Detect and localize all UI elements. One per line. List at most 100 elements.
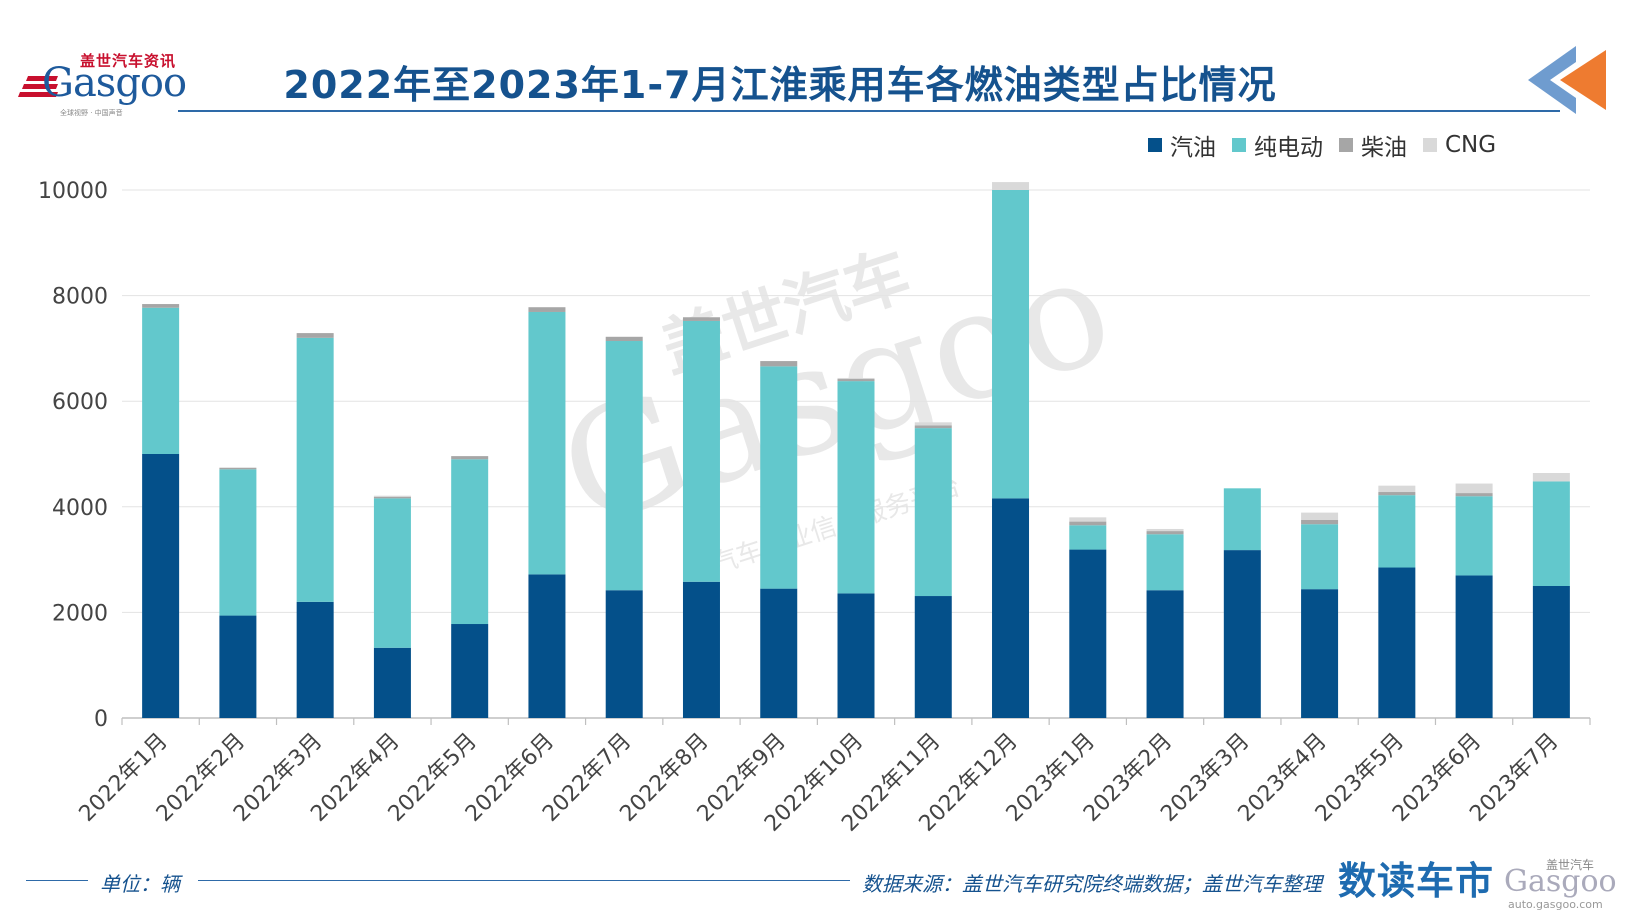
unit-label: 单位：辆 bbox=[100, 872, 180, 896]
bar-segment-汽油 bbox=[451, 624, 489, 718]
bar-segment-纯电动 bbox=[451, 459, 489, 625]
y-tick-label: 10000 bbox=[38, 179, 108, 204]
legend-label-bev: 纯电动 bbox=[1254, 135, 1323, 161]
gasgoo-small-logo: 盖世汽车 Gasgoo auto.gasgoo.com bbox=[1504, 856, 1624, 911]
bar-segment-纯电动 bbox=[1532, 481, 1570, 586]
small-logo-cn: 盖世汽车 bbox=[1546, 858, 1595, 872]
bar-segment-汽油 bbox=[1146, 590, 1184, 718]
legend-label-diesel: 柴油 bbox=[1361, 135, 1407, 161]
brand-title: 数读车市 bbox=[1338, 859, 1495, 903]
arrow-decoration-icon bbox=[1528, 46, 1606, 114]
bar-segment-纯电动 bbox=[1146, 534, 1184, 591]
bar-segment-汽油 bbox=[760, 588, 798, 718]
bar-segment-汽油 bbox=[1455, 575, 1493, 718]
y-tick-label: 2000 bbox=[52, 601, 108, 626]
legend-label-gasoline: 汽油 bbox=[1170, 135, 1216, 161]
legend-label-cng: CNG bbox=[1445, 132, 1497, 158]
footer-line-left bbox=[26, 880, 88, 881]
bar-segment-柴油 bbox=[142, 304, 180, 308]
bar-segment-纯电动 bbox=[1223, 488, 1261, 551]
bar-segment-柴油 bbox=[1301, 520, 1339, 525]
bar-segment-CNG bbox=[1146, 528, 1184, 532]
bar-segment-纯电动 bbox=[296, 337, 334, 602]
bar-segment-CNG bbox=[992, 182, 1030, 190]
small-logo-en: Gasgoo bbox=[1504, 864, 1617, 899]
bar-segment-CNG bbox=[1378, 485, 1416, 493]
logo-stripes-icon bbox=[18, 76, 58, 97]
bar-segment-纯电动 bbox=[914, 428, 952, 597]
bar-segment-柴油 bbox=[1146, 531, 1184, 535]
bar-segment-汽油 bbox=[837, 593, 875, 718]
logo-en-text: Gasgoo bbox=[42, 60, 187, 106]
bar-segment-汽油 bbox=[992, 498, 1030, 718]
bar-segment-汽油 bbox=[1532, 586, 1570, 718]
bar-segment-汽油 bbox=[219, 615, 257, 718]
footer-line-middle bbox=[198, 880, 850, 881]
bar-segment-纯电动 bbox=[219, 469, 257, 616]
bar-segment-纯电动 bbox=[992, 190, 1030, 499]
bar-segment-柴油 bbox=[373, 496, 411, 499]
logo-cn-text: 盖世汽车资讯 bbox=[80, 52, 177, 70]
legend-swatch-bev bbox=[1232, 138, 1246, 152]
bar-segment-CNG bbox=[1455, 483, 1493, 494]
bar-segment-纯电动 bbox=[1378, 495, 1416, 568]
bar-segment-汽油 bbox=[914, 596, 952, 718]
bar-segment-汽油 bbox=[1069, 549, 1107, 718]
bar-segment-柴油 bbox=[219, 467, 257, 470]
legend-item-gasoline: 汽油 bbox=[1148, 128, 1216, 162]
logo-tagline: 全球视野 · 中国声音 bbox=[60, 109, 123, 117]
bar-segment-纯电动 bbox=[1301, 524, 1339, 590]
bar-segment-纯电动 bbox=[142, 307, 180, 454]
bar-segment-纯电动 bbox=[605, 341, 643, 591]
bar-segment-纯电动 bbox=[1455, 496, 1493, 576]
bar-segment-汽油 bbox=[1301, 589, 1339, 718]
data-source: 数据来源：盖世汽车研究院终端数据；盖世汽车整理 bbox=[862, 872, 1322, 896]
legend-swatch-gasoline bbox=[1148, 138, 1162, 152]
chart-legend: 汽油 纯电动 柴油 CNG bbox=[1148, 128, 1512, 162]
legend-swatch-diesel bbox=[1339, 138, 1353, 152]
bar-segment-柴油 bbox=[682, 317, 720, 321]
bar-segment-柴油 bbox=[837, 379, 875, 382]
bar-segment-纯电动 bbox=[682, 320, 720, 582]
bar-segment-纯电动 bbox=[1069, 525, 1107, 550]
bar-segment-汽油 bbox=[528, 574, 566, 718]
bar-segment-柴油 bbox=[528, 307, 566, 312]
bar-segment-柴油 bbox=[1069, 521, 1107, 526]
legend-item-bev: 纯电动 bbox=[1232, 128, 1323, 162]
bar-segment-汽油 bbox=[605, 590, 643, 718]
bar-segment-CNG bbox=[1301, 512, 1339, 520]
y-tick-label: 4000 bbox=[52, 496, 108, 521]
chart-title: 2022年至2023年1-7月江淮乘用车各燃油类型占比情况 bbox=[283, 63, 1277, 107]
bar-segment-柴油 bbox=[451, 456, 489, 460]
bar-segment-柴油 bbox=[1455, 493, 1493, 497]
bar-segment-汽油 bbox=[296, 601, 334, 718]
bar-segment-汽油 bbox=[1378, 567, 1416, 718]
stacked-bar-chart: 02000400060008000100002022年1月2022年2月2022… bbox=[38, 179, 1591, 837]
bar-segment-柴油 bbox=[296, 333, 334, 338]
y-tick-label: 6000 bbox=[52, 390, 108, 415]
bar-segment-汽油 bbox=[142, 454, 180, 718]
bar-segment-CNG bbox=[373, 495, 411, 497]
bar-segment-柴油 bbox=[914, 425, 952, 429]
y-tick-label: 0 bbox=[94, 707, 108, 732]
bar-segment-CNG bbox=[914, 422, 952, 426]
bar-segment-CNG bbox=[1532, 473, 1570, 482]
bar-segment-柴油 bbox=[1378, 492, 1416, 496]
bar-segment-CNG bbox=[837, 377, 875, 380]
bar-segment-汽油 bbox=[373, 647, 411, 718]
y-tick-label: 8000 bbox=[52, 285, 108, 310]
brand-url: auto.gasgoo.com bbox=[1508, 898, 1603, 911]
bar-segment-纯电动 bbox=[760, 366, 798, 589]
bar-segment-汽油 bbox=[1223, 550, 1261, 718]
bar-segment-纯电动 bbox=[528, 311, 566, 575]
legend-item-cng: CNG bbox=[1423, 132, 1496, 158]
bar-segment-CNG bbox=[1069, 517, 1107, 522]
legend-item-diesel: 柴油 bbox=[1339, 128, 1407, 162]
title-underline bbox=[178, 110, 1560, 112]
bar-segment-柴油 bbox=[760, 361, 798, 367]
bar-segment-纯电动 bbox=[373, 498, 411, 648]
bar-segment-汽油 bbox=[682, 581, 720, 718]
gasgoo-logo: 盖世汽车资讯 Gasgoo 全球视野 · 中国声音 bbox=[18, 46, 193, 120]
legend-swatch-cng bbox=[1423, 138, 1437, 152]
bar-segment-纯电动 bbox=[837, 381, 875, 594]
